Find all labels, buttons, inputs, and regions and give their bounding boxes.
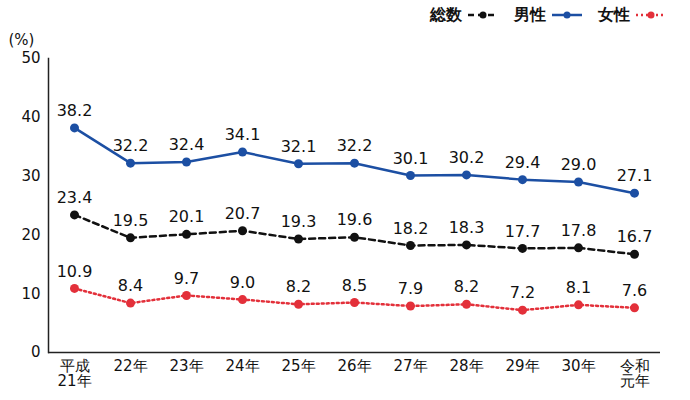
svg-text:30年: 30年 [561,357,595,375]
svg-text:9.0: 9.0 [230,273,255,292]
svg-text:8.1: 8.1 [566,278,591,297]
svg-text:8.2: 8.2 [454,277,479,296]
svg-text:30.2: 30.2 [449,148,485,167]
svg-text:7.6: 7.6 [622,281,647,300]
svg-text:(%): (%) [9,31,35,49]
svg-text:18.2: 18.2 [393,219,429,238]
svg-text:32.1: 32.1 [281,137,317,156]
svg-text:16.7: 16.7 [617,227,653,246]
svg-text:8.2: 8.2 [286,277,311,296]
svg-text:8.4: 8.4 [118,276,143,295]
svg-text:17.8: 17.8 [561,221,597,240]
svg-text:32.4: 32.4 [169,135,205,154]
svg-text:32.2: 32.2 [113,136,149,155]
svg-text:29年: 29年 [505,357,539,375]
svg-text:32.2: 32.2 [337,136,373,155]
svg-text:8.5: 8.5 [342,276,367,295]
svg-text:23年: 23年 [169,357,203,375]
html-text:総数: 総数 [430,4,462,24]
svg-text:28年: 28年 [449,357,483,375]
svg-text:29.0: 29.0 [561,155,597,174]
svg-text:27年: 27年 [393,357,427,375]
svg-text:18.3: 18.3 [449,218,485,237]
svg-text:40: 40 [21,108,40,126]
svg-text:0: 0 [31,343,41,361]
svg-text:19.5: 19.5 [113,211,149,230]
svg-text:29.4: 29.4 [505,153,541,172]
svg-text:10: 10 [21,285,40,303]
svg-text:22年: 22年 [113,357,147,375]
svg-text:19.6: 19.6 [337,210,373,229]
svg-text:25年: 25年 [281,357,315,375]
svg-text:27.1: 27.1 [617,166,653,185]
svg-text:30.1: 30.1 [393,149,429,168]
svg-text:令和元年: 令和元年 [620,357,650,390]
svg-text:19.3: 19.3 [281,212,317,231]
svg-text:24年: 24年 [225,357,259,375]
svg-text:30: 30 [21,167,40,185]
svg-text:7.2: 7.2 [510,283,535,302]
svg-text:20.7: 20.7 [225,204,261,223]
svg-text:20: 20 [21,226,40,244]
svg-text:34.1: 34.1 [225,125,261,144]
svg-text:7.9: 7.9 [398,279,423,298]
html-text:女性: 女性 [598,4,630,24]
svg-text:9.7: 9.7 [174,269,199,288]
svg-text:平成21年: 平成21年 [57,357,91,390]
svg-text:17.7: 17.7 [505,222,541,241]
html-text:男性: 男性 [514,4,546,24]
svg-text:38.2: 38.2 [57,101,93,120]
svg-text:50: 50 [21,49,40,67]
svg-text:10.9: 10.9 [57,262,93,281]
svg-text:26年: 26年 [337,357,371,375]
svg-text:23.4: 23.4 [57,188,93,207]
svg-text:20.1: 20.1 [169,207,205,226]
